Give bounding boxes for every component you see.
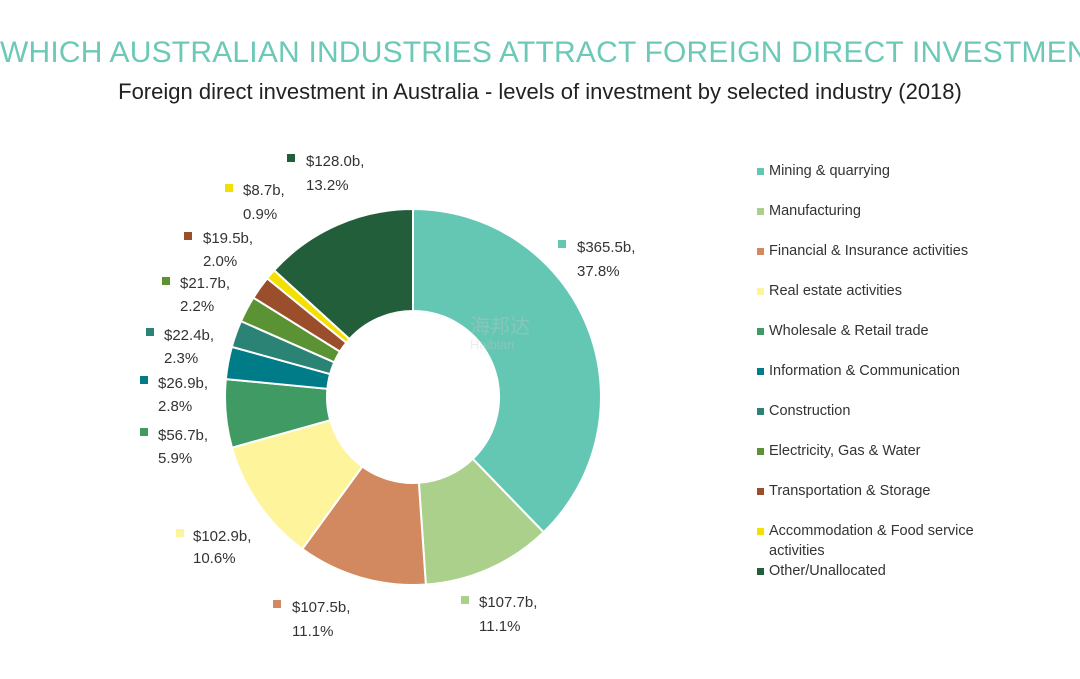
- legend-swatch: [757, 208, 764, 215]
- label-swatch-manufacturing: [461, 596, 469, 604]
- pct-label-information-communication: 2.8%: [158, 398, 192, 415]
- label-swatch-accommodation-food-service-activities: [225, 184, 233, 192]
- legend-swatch: [757, 248, 764, 255]
- legend-label: Other/Unallocated: [769, 563, 886, 579]
- pct-label-mining-quarrying: 37.8%: [577, 263, 620, 280]
- pct-label-wholesale-retail-trade: 5.9%: [158, 450, 192, 467]
- legend-item-construction: Construction: [757, 401, 1017, 421]
- label-swatch-other-unallocated: [287, 154, 295, 162]
- pct-label-other-unallocated: 13.2%: [306, 177, 349, 194]
- legend-swatch: [757, 288, 764, 295]
- watermark-sub: Haibian: [470, 337, 515, 352]
- slice-other-unallocated: [272, 207, 414, 341]
- legend-label: Wholesale & Retail trade: [769, 323, 929, 339]
- label-swatch-construction: [146, 328, 154, 336]
- value-label-real-estate-activities: $102.9b,: [193, 528, 251, 545]
- legend-swatch: [757, 568, 764, 575]
- data-labels: $365.5b, 37.8% $107.7b, 11.1% $107.5b, 11.1% $…: [140, 153, 635, 640]
- chart-title: WHICH AUSTRALIAN INDUSTRIES ATTRACT FORE…: [0, 36, 1080, 69]
- label-swatch-mining-quarrying: [558, 240, 566, 248]
- legend-swatch: [757, 328, 764, 335]
- legend: Mining & quarrying Manufacturing Financial…: [757, 161, 1017, 601]
- legend-swatch: [757, 408, 764, 415]
- label-swatch-financial-insurance-activities: [273, 600, 281, 608]
- value-label-transportation-storage: $19.5b,: [203, 230, 253, 247]
- pct-label-accommodation-food-service-activities: 0.9%: [243, 206, 277, 223]
- label-swatch-information-communication: [140, 376, 148, 384]
- value-label-other-unallocated: $128.0b,: [306, 153, 364, 170]
- legend-item-information-communication: Information & Communication: [757, 361, 1017, 381]
- legend-label: Financial & Insurance activities: [769, 243, 969, 259]
- pct-label-manufacturing: 11.1%: [479, 618, 520, 635]
- slice-mining-quarrying: [412, 207, 602, 534]
- legend-item-transportation-storage: Transportation & Storage: [757, 481, 1017, 501]
- value-label-manufacturing: $107.7b,: [479, 594, 537, 611]
- legend-swatch: [757, 448, 764, 455]
- legend-label: Electricity, Gas & Water: [769, 443, 921, 459]
- legend-swatch: [757, 168, 764, 175]
- legend-swatch: [757, 528, 764, 535]
- value-label-accommodation-food-service-activities: $8.7b,: [243, 182, 285, 199]
- legend-swatch: [757, 368, 764, 375]
- value-label-mining-quarrying: $365.5b,: [577, 239, 635, 256]
- value-label-information-communication: $26.9b,: [158, 375, 208, 392]
- legend-item-other-unallocated: Other/Unallocated: [757, 561, 1017, 581]
- legend-label: Real estate activities: [769, 283, 902, 299]
- pct-label-construction: 2.3%: [164, 350, 198, 367]
- legend-label: Construction: [769, 403, 851, 419]
- legend-item-electricity-gas-water: Electricity, Gas & Water: [757, 441, 1017, 461]
- label-swatch-transportation-storage: [184, 232, 192, 240]
- legend-label: Manufacturing: [769, 203, 861, 219]
- label-swatch-wholesale-retail-trade: [140, 428, 148, 436]
- label-swatch-real-estate-activities: [176, 529, 184, 537]
- pct-label-electricity-gas-water: 2.2%: [180, 298, 214, 315]
- legend-item-wholesale-retail-trade: Wholesale & Retail trade: [757, 321, 1017, 341]
- label-swatch-electricity-gas-water: [162, 277, 170, 285]
- value-label-financial-insurance-activities: $107.5b,: [292, 599, 350, 616]
- donut-slices: [224, 207, 602, 586]
- legend-item-mining-quarrying: Mining & quarrying: [757, 161, 1017, 181]
- legend-item-real-estate-activities: Real estate activities: [757, 281, 1017, 301]
- legend-swatch: [757, 488, 764, 495]
- value-label-construction: $22.4b,: [164, 327, 214, 344]
- legend-item-manufacturing: Manufacturing: [757, 201, 1017, 221]
- chart-subtitle: Foreign direct investment in Australia -…: [118, 79, 962, 104]
- legend-item-accommodation-food-service-activities: Accommodation & Food service activities: [757, 521, 1017, 561]
- legend-label: Accommodation & Food service activities: [769, 523, 974, 559]
- watermark: 海邦达 Haibian: [470, 316, 530, 354]
- legend-label: Transportation & Storage: [769, 483, 931, 499]
- watermark-main: 海邦达: [470, 316, 530, 338]
- pct-label-transportation-storage: 2.0%: [203, 253, 237, 270]
- value-label-wholesale-retail-trade: $56.7b,: [158, 427, 208, 444]
- legend-label: Information & Communication: [769, 363, 960, 379]
- legend-label: Mining & quarrying: [769, 163, 890, 179]
- value-label-electricity-gas-water: $21.7b,: [180, 275, 230, 292]
- pct-label-financial-insurance-activities: 11.1%: [292, 623, 333, 640]
- legend-item-financial-insurance-activities: Financial & Insurance activities: [757, 241, 1017, 261]
- pct-label-real-estate-activities: 10.6%: [193, 550, 236, 567]
